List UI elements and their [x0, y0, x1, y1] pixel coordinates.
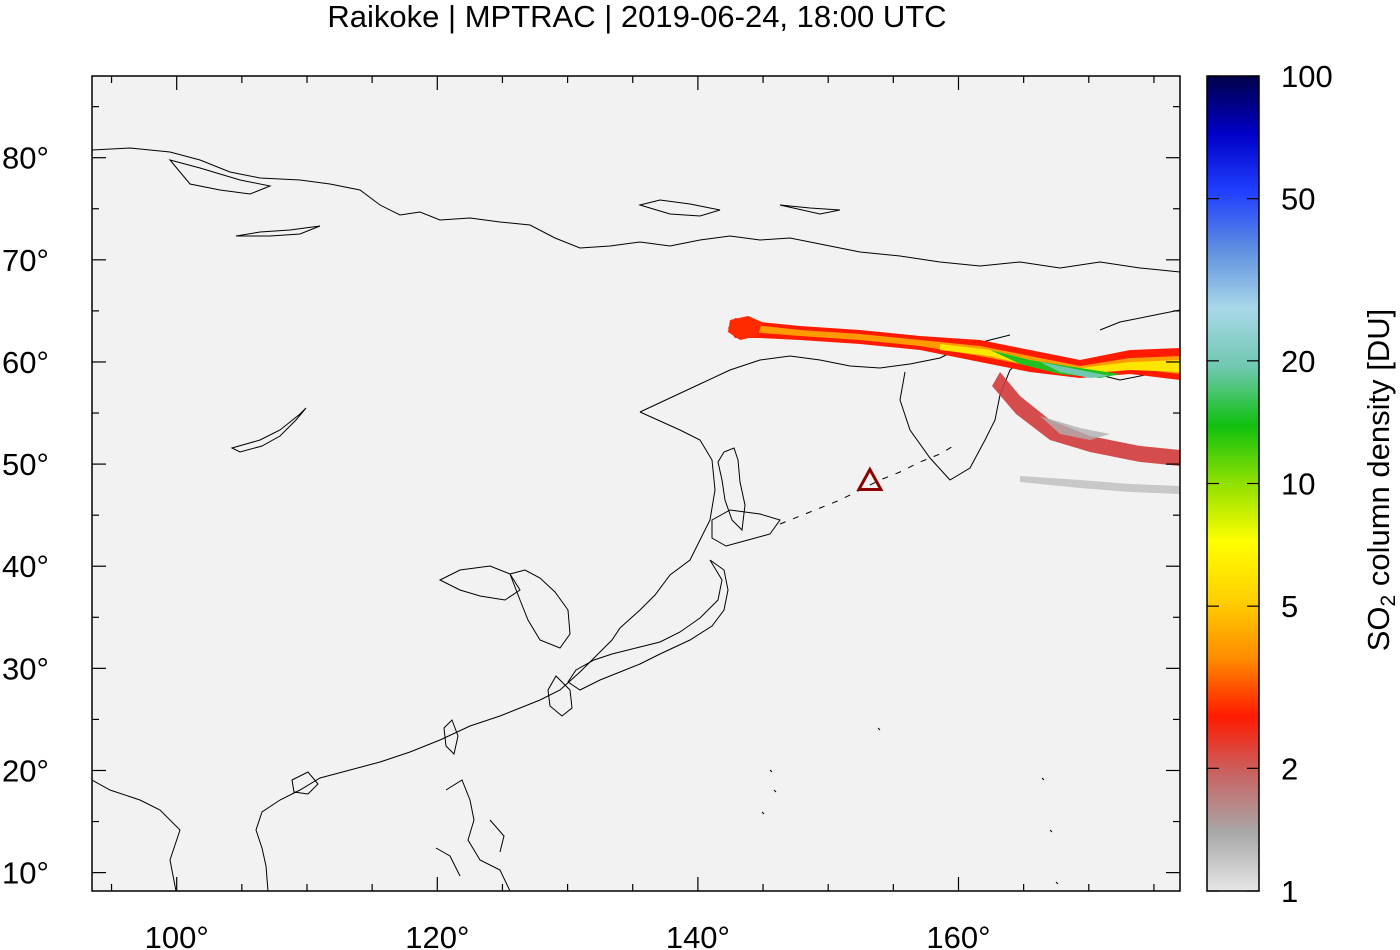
coastline-taimyr — [168, 159, 272, 195]
longitude-axis: 100° 120° 140° 160° — [110, 76, 1155, 950]
colorbar-axis: 1 2 5 10 20 50 100 — [1207, 59, 1333, 909]
coastline-asia-east — [255, 411, 716, 891]
plume-teal-core — [1040, 362, 1110, 378]
coastline-kurils — [779, 444, 956, 525]
coastline-kyushu — [547, 675, 573, 717]
lon-tick-label: 140° — [666, 920, 730, 950]
plume-green — [990, 350, 1120, 378]
coastline-sakhalin — [717, 447, 746, 532]
lat-tick-label: 40° — [2, 549, 49, 584]
coastline-indochina — [92, 779, 181, 891]
latitude-axis: 10° 20° 30° 40° 50° 60° 70° 80° — [2, 106, 1180, 891]
lat-tick-label: 10° — [2, 856, 49, 891]
coastline-arctic-islands — [235, 199, 841, 237]
lat-tick-label: 20° — [2, 753, 49, 788]
colorbar-tick-label: 5 — [1281, 589, 1298, 624]
lon-tick-label: 120° — [405, 920, 469, 950]
plume-gray-south — [1040, 416, 1110, 440]
map-content — [92, 147, 1180, 891]
coastline-hainan — [291, 771, 319, 795]
plume-red-head — [728, 316, 762, 340]
lat-tick-label: 80° — [2, 141, 49, 176]
lon-tick-label: 100° — [145, 920, 209, 950]
colorbar-tick-label: 10 — [1281, 467, 1315, 502]
coastline-philippines — [435, 779, 511, 891]
so2-plume — [728, 316, 1180, 494]
coastline-chukotka — [1099, 309, 1180, 331]
map-plot-area — [92, 76, 1180, 891]
plume-yellow — [940, 344, 1180, 374]
map-title: Raikoke | MPTRAC | 2019-06-24, 18:00 UTC — [327, 0, 947, 34]
coastline-korea — [509, 569, 571, 649]
coastlines — [92, 147, 1180, 891]
map-frame — [91, 75, 1181, 892]
colorbar-tick-label: 20 — [1281, 344, 1315, 379]
lake-baikal — [230, 407, 307, 453]
coastline-pacific-islands — [761, 727, 1059, 885]
lat-tick-label: 60° — [2, 345, 49, 380]
volcano-marker-triangle-icon — [856, 466, 884, 491]
colorbar-tick-label: 100 — [1281, 59, 1333, 94]
lon-tick-label: 160° — [926, 920, 990, 950]
colorbar-tick-label: 2 — [1281, 751, 1298, 786]
plume-red-south-arm — [992, 372, 1180, 466]
coastline-hokkaido — [711, 509, 781, 547]
colorbar-tick-label: 50 — [1281, 182, 1315, 217]
coastline-taiwan — [443, 719, 459, 755]
coastline-arctic — [92, 147, 1180, 273]
lat-tick-label: 70° — [2, 243, 49, 278]
colorbar-title: SO2 column density [DU] — [1361, 308, 1400, 652]
coastline-bohai — [438, 565, 521, 601]
coastline-japan — [567, 559, 729, 691]
plume-gray-halo-south — [1020, 476, 1180, 494]
lat-tick-label: 50° — [2, 447, 49, 482]
lat-tick-label: 30° — [2, 651, 49, 686]
colorbar-tick-label: 1 — [1281, 874, 1298, 909]
